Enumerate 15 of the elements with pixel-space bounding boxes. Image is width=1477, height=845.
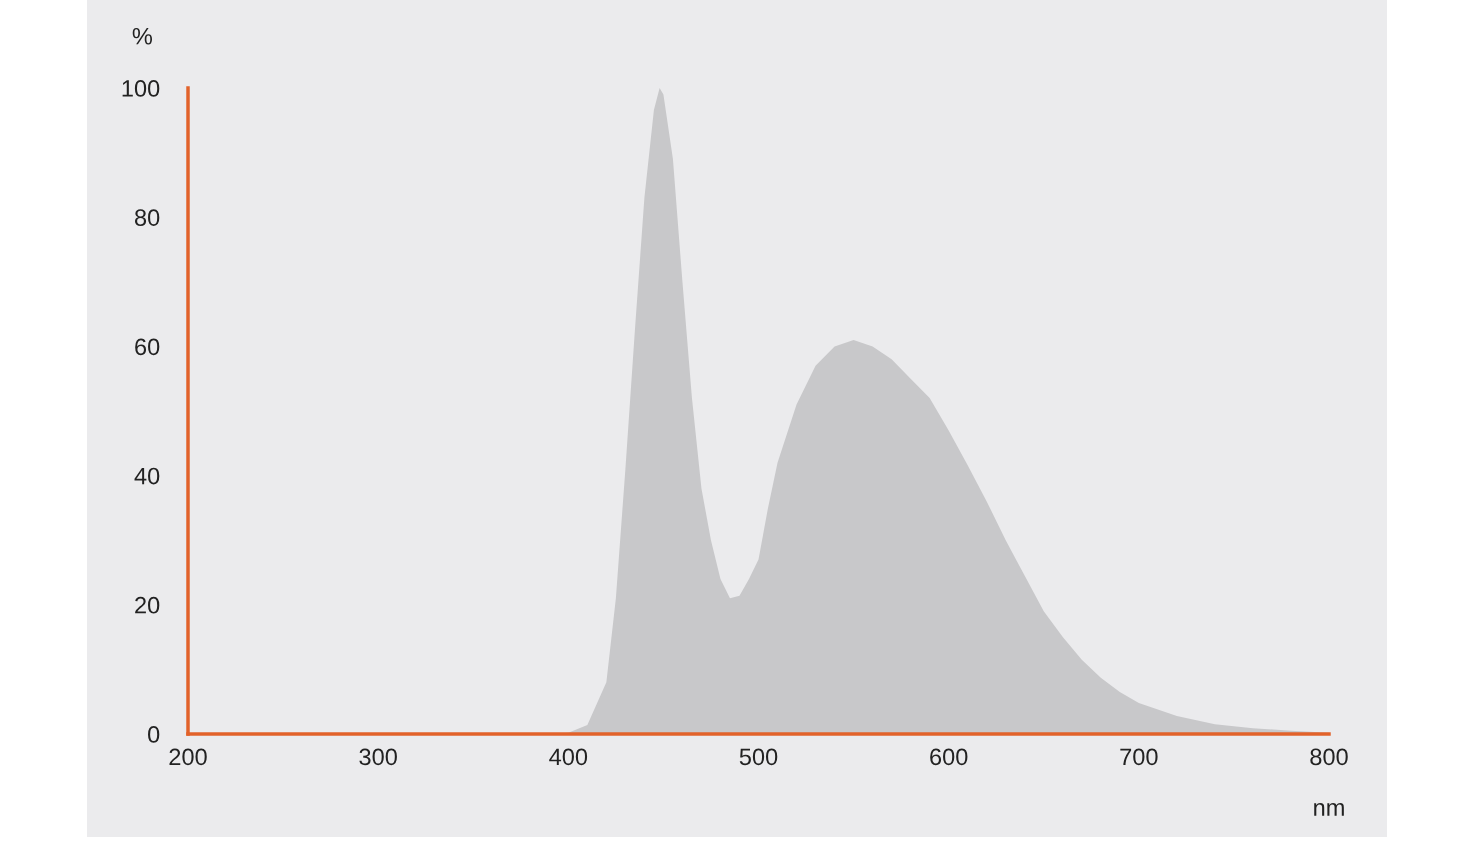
- x-axis-title: nm: [1314, 803, 1344, 816]
- y-tick-label: 20: [135, 596, 160, 614]
- y-axis-title: %: [132, 27, 153, 45]
- x-tick-label: 400: [549, 748, 588, 766]
- y-tick-label: 40: [134, 467, 160, 485]
- x-tick-label: 700: [1120, 748, 1158, 766]
- y-tick-label: 60: [135, 338, 160, 356]
- y-tick-label: 80: [134, 209, 160, 226]
- x-tick-label: 200: [169, 748, 207, 766]
- x-tick-label: 500: [739, 748, 778, 766]
- y-tick-label: 0: [148, 726, 160, 743]
- y-tick-label: 100: [122, 80, 160, 97]
- x-tick-label: 300: [359, 748, 397, 766]
- x-tick-label: 800: [1310, 748, 1348, 766]
- x-tick-label: 600: [930, 748, 968, 766]
